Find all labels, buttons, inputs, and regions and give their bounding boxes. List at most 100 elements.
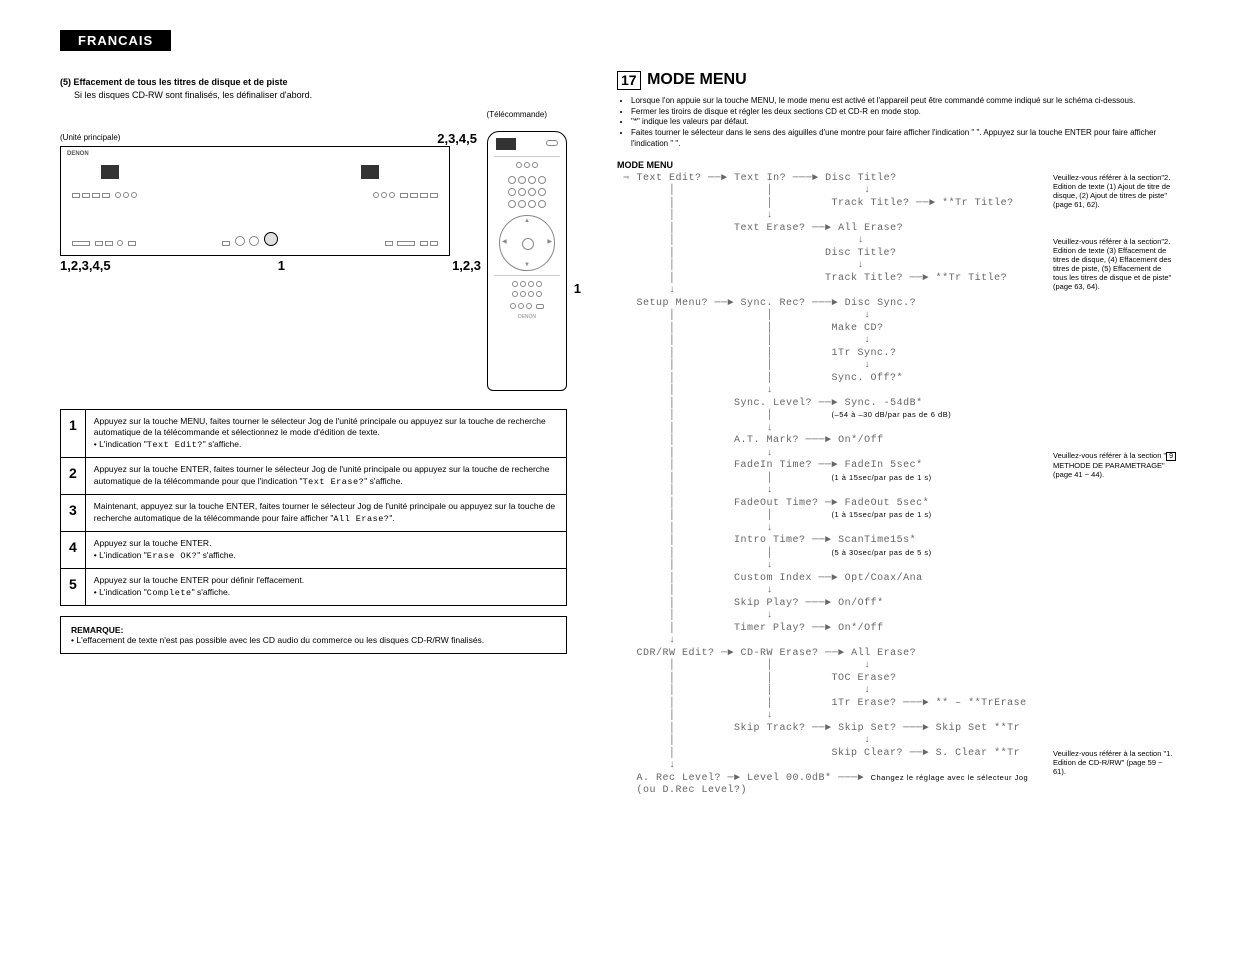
tree-item: ** – **TrErase bbox=[936, 698, 1027, 709]
side-note: Veuillez-vous référer à la section"2. Ed… bbox=[1053, 173, 1177, 209]
step-number: 1 bbox=[61, 410, 86, 458]
callout-main-bl: 1,2,3,4,5 bbox=[60, 258, 111, 273]
tree-item: Setup Menu? bbox=[637, 298, 709, 309]
intro-bullet: Fermer les tiroirs de disque et régler l… bbox=[631, 107, 1177, 118]
subsection-subtext: Si les disques CD-RW sont finalisés, les… bbox=[60, 90, 567, 100]
menu-tree: ⇨ Text Edit? ──► Text In? ───► Disc Titl… bbox=[617, 173, 1047, 798]
tree-item: 1Tr Sync.? bbox=[832, 348, 897, 359]
tree-item: CD-RW Erase? bbox=[741, 648, 819, 659]
side-note-text: Veuillez-vous référer à la section " bbox=[1053, 451, 1166, 460]
tree-item: Custom Index bbox=[734, 573, 812, 584]
tree-item: FadeOut Time? bbox=[734, 498, 819, 509]
tree-item: ScanTime15s* bbox=[838, 535, 916, 546]
tree-item: **Tr Title? bbox=[936, 273, 1008, 284]
side-note-ref: 9 bbox=[1166, 452, 1176, 461]
intro-bullet: Lorsque l'on appuie sur la touche MENU, … bbox=[631, 96, 1177, 107]
side-note: Veuillez-vous référer à la section "1. E… bbox=[1053, 749, 1177, 776]
tree-item: Sync. Rec? bbox=[741, 298, 806, 309]
tree-item: TOC Erase? bbox=[832, 673, 897, 684]
left-column: (5) Effacement de tous les titres de dis… bbox=[60, 71, 567, 798]
side-notes: Veuillez-vous référer à la section"2. Ed… bbox=[1047, 173, 1177, 798]
menu-tree-heading: MODE MENU bbox=[617, 160, 1177, 170]
tree-item: Intro Time? bbox=[734, 535, 806, 546]
tree-item: Opt/Coax/Ana bbox=[845, 573, 923, 584]
tree-item: All Erase? bbox=[838, 223, 903, 234]
callout-main-top: 2,3,4,5 bbox=[437, 131, 477, 146]
tree-note: (1 à 15sec/par pas de 1 s) bbox=[832, 510, 932, 519]
step-text: Appuyez sur la touche ENTER. bbox=[94, 538, 212, 548]
remark-box: REMARQUE: • L'effacement de texte n'est … bbox=[60, 616, 567, 654]
remark-body: • L'effacement de texte n'est pas possib… bbox=[71, 635, 556, 645]
step-body: Appuyez sur la touche MENU, faites tourn… bbox=[85, 410, 566, 458]
step-mono: Complete bbox=[147, 588, 192, 598]
tree-item: Sync. Level? bbox=[734, 398, 812, 409]
subsection-heading: (5) Effacement de tous les titres de dis… bbox=[60, 77, 567, 87]
tree-item: FadeOut 5sec* bbox=[845, 498, 930, 509]
tree-item: Make CD? bbox=[832, 323, 884, 334]
step-mono: Erase OK? bbox=[147, 551, 197, 561]
section-number: 17 bbox=[617, 71, 641, 90]
intro-bullet: Faites tourner le sélecteur dans le sens… bbox=[631, 128, 1177, 150]
step-text: Maintenant, appuyez sur la touche ENTER,… bbox=[94, 501, 555, 522]
tree-item: Track Title? bbox=[825, 273, 903, 284]
page-language-tab: FRANCAIS bbox=[60, 30, 171, 51]
step-mono: All Erase? bbox=[333, 514, 389, 524]
tree-item: 1Tr Erase? bbox=[832, 698, 897, 709]
tree-item: Skip Clear? bbox=[832, 748, 904, 759]
step-bullet-post: " s'affiche. bbox=[364, 476, 403, 486]
tree-item: Text Edit? bbox=[637, 173, 702, 184]
step-bullet-pre: • L'indication " bbox=[94, 439, 147, 449]
step-body: Appuyez sur la touche ENTER. • L'indicat… bbox=[85, 532, 566, 569]
step-text: Appuyez sur la touche MENU, faites tourn… bbox=[94, 416, 546, 437]
step-bullet-post: " s'affiche. bbox=[192, 587, 231, 597]
step-text: Appuyez sur la touche ENTER pour définir… bbox=[94, 575, 304, 585]
side-note: Veuillez-vous référer à la section "9 ME… bbox=[1053, 451, 1177, 479]
steps-table: 1 Appuyez sur la touche MENU, faites tou… bbox=[60, 409, 567, 606]
side-note-text: METHODE DE PARAMETRAGE" (page 41 ~ 44). bbox=[1053, 461, 1165, 479]
tree-item: Level 00.0dB* bbox=[747, 773, 832, 784]
tree-item: FadeIn Time? bbox=[734, 460, 812, 471]
tree-item: Track Title? bbox=[832, 198, 910, 209]
tree-item: FadeIn 5sec* bbox=[845, 460, 923, 471]
step-number: 4 bbox=[61, 532, 86, 569]
tree-item: S. Clear **Tr bbox=[936, 748, 1021, 759]
tree-item: **Tr Title? bbox=[942, 198, 1014, 209]
tree-item: On*/Off bbox=[838, 623, 884, 634]
tree-item: CDR/RW Edit? bbox=[637, 648, 715, 659]
tree-note: (–54 à –30 dB/par pas de 6 dB) bbox=[832, 410, 952, 419]
tree-item: Text In? bbox=[734, 173, 786, 184]
remote-illustration: ▲ ▼ ◀ ▶ bbox=[487, 131, 567, 391]
tree-item: Disc Sync.? bbox=[845, 298, 917, 309]
remote-unit-label: (Télécommande) bbox=[60, 110, 567, 119]
step-number: 3 bbox=[61, 495, 86, 532]
step-number: 2 bbox=[61, 458, 86, 495]
tree-note: (5 à 30sec/par pas de 5 s) bbox=[832, 548, 932, 557]
tree-item: A.T. Mark? bbox=[734, 435, 799, 446]
step-number: 5 bbox=[61, 569, 86, 606]
tree-item: Skip Set? bbox=[838, 723, 897, 734]
callout-remote: 1 bbox=[574, 281, 581, 296]
step-bullet-post: ". bbox=[389, 513, 394, 523]
step-mono: Text Erase? bbox=[303, 477, 365, 487]
tree-item: Skip Track? bbox=[734, 723, 806, 734]
tree-item: (ou D.Rec Level?) bbox=[637, 785, 748, 796]
section-title: MODE MENU bbox=[647, 71, 747, 88]
step-bullet-post: " s'affiche. bbox=[197, 550, 236, 560]
step-mono: Text Edit? bbox=[147, 440, 203, 450]
tree-item: Skip Play? bbox=[734, 598, 799, 609]
tree-item: All Erase? bbox=[851, 648, 916, 659]
step-body: Appuyez sur la touche ENTER pour définir… bbox=[85, 569, 566, 606]
tree-item: On*/Off bbox=[838, 435, 884, 446]
intro-bullet: "*" indique les valeurs par défaut. bbox=[631, 117, 1177, 128]
step-bullet-pre: • L'indication " bbox=[94, 550, 147, 560]
step-body: Appuyez sur la touche ENTER, faites tour… bbox=[85, 458, 566, 495]
tree-note: (1 à 15sec/par pas de 1 s) bbox=[832, 473, 932, 482]
callout-main-br: 1,2,3 bbox=[452, 258, 481, 273]
tree-item: Sync. Off?* bbox=[832, 373, 904, 384]
main-unit-label: (Unité principale) bbox=[60, 133, 120, 142]
callout-main-bm: 1 bbox=[278, 258, 285, 273]
tree-item: Sync. -54dB* bbox=[845, 398, 923, 409]
step-bullet-pre: • L'indication " bbox=[94, 587, 147, 597]
step-bullet-post: " s'affiche. bbox=[203, 439, 242, 449]
tree-item: A. Rec Level? bbox=[637, 773, 722, 784]
